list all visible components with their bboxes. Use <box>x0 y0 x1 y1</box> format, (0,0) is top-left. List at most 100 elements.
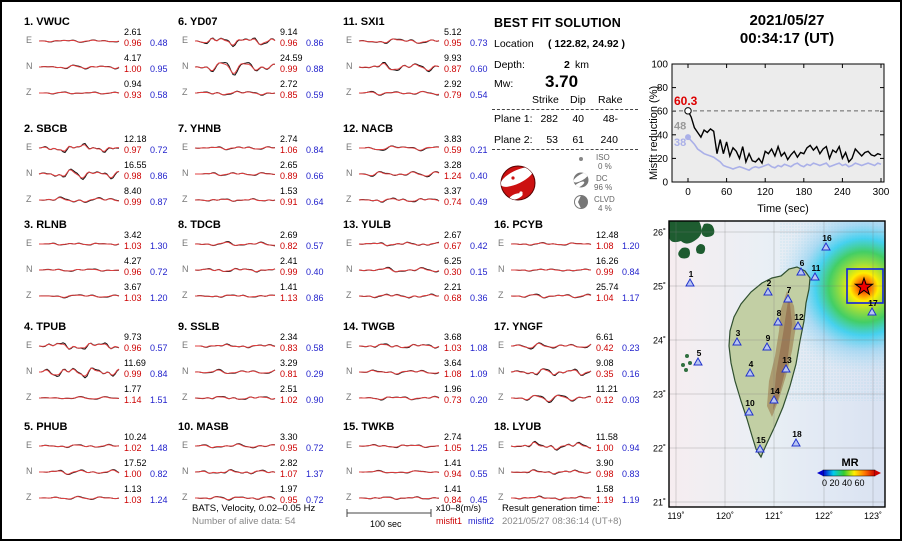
iso-pct: 0 % <box>598 162 612 171</box>
misfit2-value: 0.15 <box>470 267 488 277</box>
coastline-land <box>701 223 715 237</box>
misfit1-value: 0.95 <box>280 495 298 505</box>
waveform-plot <box>510 440 592 451</box>
waveform-plot <box>358 266 440 273</box>
waveform-plot <box>358 38 440 44</box>
misfit2-value: 1.19 <box>622 495 640 505</box>
channel-label: Z <box>182 194 188 204</box>
waveform-plot <box>38 342 120 350</box>
channel-label: E <box>26 238 33 248</box>
misfit1-value: 0.96 <box>124 38 142 48</box>
channel-label: E <box>182 340 189 350</box>
amplitude-value: 25.74 <box>596 282 619 292</box>
channel-label: E <box>26 142 33 152</box>
amplitude-value: 4.17 <box>124 53 142 63</box>
small-island <box>688 361 692 365</box>
amplitude-value: 24.59 <box>280 53 303 63</box>
solution-title: BEST FIT SOLUTION <box>494 16 622 30</box>
waveform-plot <box>510 293 592 299</box>
station-number: 16 <box>822 233 832 243</box>
station-header: 16. PCYB <box>494 219 543 231</box>
depth-value: 2 <box>564 59 570 71</box>
amplitude-value: 1.77 <box>124 384 142 394</box>
amplitude-value: 3.28 <box>444 160 462 170</box>
station-number: 6 <box>800 258 805 268</box>
channel-label: N <box>498 264 505 274</box>
coastline-land <box>678 247 690 259</box>
amplitude-value: 3.90 <box>596 458 614 468</box>
amplitude-value: 11.21 <box>596 384 618 394</box>
channel-label: N <box>346 366 353 376</box>
lon-tick-label: 121˚ <box>765 511 783 521</box>
misfit1-value: 0.12 <box>596 395 614 405</box>
station-header: 5. PHUB <box>24 421 68 433</box>
station-number: 2 <box>767 278 772 288</box>
channel-label: N <box>182 168 189 178</box>
channel-label: N <box>346 61 353 71</box>
footer-info-line2: Number of alive data: 54 <box>192 516 296 527</box>
waveform-plot <box>358 395 440 401</box>
channel-label: E <box>346 238 353 248</box>
misfit1-value: 0.96 <box>280 38 298 48</box>
waveform-plot <box>194 197 276 202</box>
misfit2-value: 1.30 <box>150 241 168 251</box>
station-triangle <box>791 437 801 447</box>
misfit1-value: 0.96 <box>124 267 142 277</box>
misfit1-value: 0.99 <box>280 267 298 277</box>
station-header: 10. MASB <box>178 421 229 433</box>
x-tick-label: 180 <box>795 187 812 198</box>
coastline-land <box>696 244 706 254</box>
lon-tick-label: 123˚ <box>864 511 882 521</box>
waveform-plot <box>194 343 276 349</box>
waveform-plot <box>38 64 120 70</box>
col-rake: Rake <box>598 94 623 106</box>
waveform-plot <box>358 170 440 178</box>
channel-label: Z <box>346 492 352 502</box>
amplitude-value: 1.97 <box>280 484 298 494</box>
waveform-plot <box>38 294 120 299</box>
lat-tick-label: 25˚ <box>653 282 666 292</box>
channel-label: N <box>346 466 353 476</box>
misfit2-value: 0.84 <box>306 145 324 155</box>
misfit1-value: 1.13 <box>280 293 298 303</box>
station-number: 14 <box>770 386 780 396</box>
channel-label: E <box>346 142 353 152</box>
misfit2-value: 1.09 <box>470 369 488 379</box>
amplitude-value: 6.25 <box>444 256 462 266</box>
waveform-plot <box>358 444 440 449</box>
station-number: 15 <box>756 435 766 445</box>
units-label: x10–8(m/s) <box>436 503 482 513</box>
waveform-plot <box>194 496 276 501</box>
station-triangle <box>796 266 806 276</box>
misfit2-value: 0.03 <box>622 395 640 405</box>
station-number: 4 <box>749 359 754 369</box>
waveform-plot <box>194 90 276 96</box>
misfit2-value: 0.20 <box>470 395 488 405</box>
misfit1-value: 0.98 <box>124 171 142 181</box>
amplitude-value: 1.53 <box>280 186 298 196</box>
mw-label: Mw: <box>494 78 514 90</box>
waveform-plot <box>510 268 592 272</box>
colorbar-ticks: 0 20 40 60 <box>822 478 865 488</box>
amplitude-value: 2.92 <box>444 79 462 89</box>
amplitude-value: 3.64 <box>444 358 462 368</box>
lat-tick-label: 21˚ <box>653 498 666 508</box>
misfit2-value: 0.82 <box>150 469 168 479</box>
amplitude-value: 3.30 <box>280 432 298 442</box>
channel-label: Z <box>26 492 32 502</box>
misfit1-value: 1.02 <box>280 395 298 405</box>
channel-label: E <box>26 440 33 450</box>
best-start-marker <box>684 107 692 115</box>
misfit2-value: 0.88 <box>306 64 324 74</box>
amplitude-value: 3.83 <box>444 134 462 144</box>
decomposition-icons <box>573 157 589 209</box>
secondary-start-marker <box>685 134 691 141</box>
channel-label: N <box>26 168 33 178</box>
waveform-plot <box>358 197 440 203</box>
misfit2-value: 0.48 <box>150 38 168 48</box>
station-number: 7 <box>787 285 792 295</box>
misfit1-value: 0.95 <box>280 443 298 453</box>
dc-label: DC <box>596 174 608 183</box>
x-tick-label: 0 <box>685 187 691 198</box>
